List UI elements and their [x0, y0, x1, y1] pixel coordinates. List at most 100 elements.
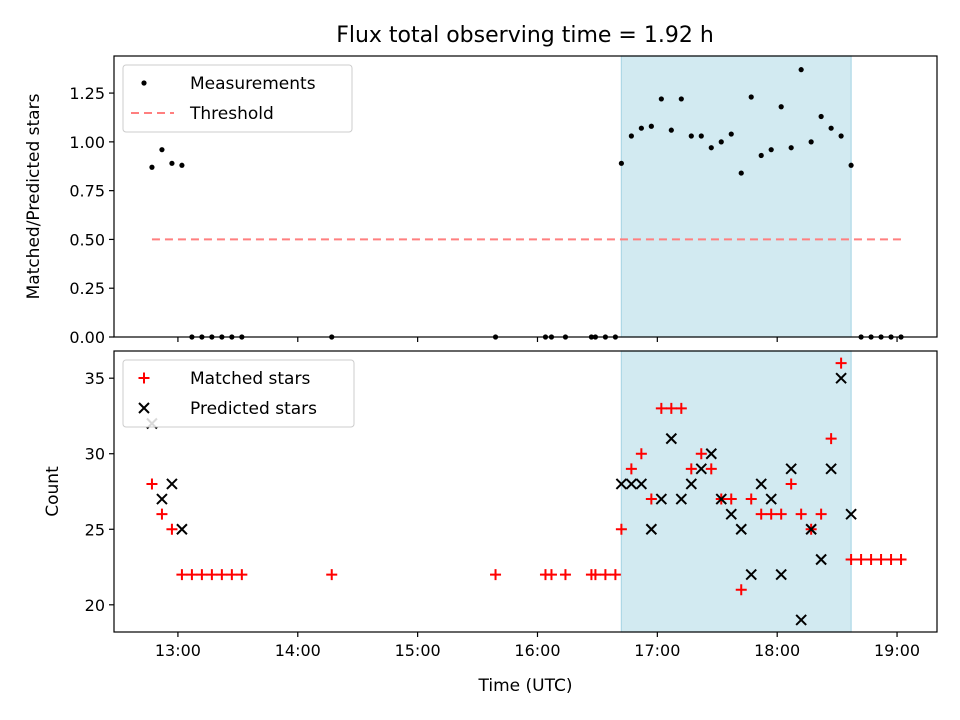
predicted-star-marker [785, 463, 797, 475]
predicted-star-marker [805, 523, 817, 535]
matched-star-marker [685, 463, 697, 475]
legend-frame [122, 359, 355, 428]
matched-star-marker [815, 508, 827, 520]
legend-frame [122, 64, 353, 133]
measurement-point [149, 164, 155, 170]
matched-star-marker [745, 493, 757, 505]
measurement-point [798, 67, 804, 73]
matched-star-marker [236, 569, 248, 581]
measurement-point [788, 145, 794, 151]
ratio-panel: 0.00 0.25 0.50 0.75 1.00 1.25 Matched/Predict… [24, 55, 938, 347]
predicted-star-marker [166, 478, 178, 490]
measurement-point [848, 162, 854, 168]
count-legend: Matched stars Predicted stars [122, 359, 355, 428]
predicted-star-marker [705, 448, 717, 460]
matched-star-marker [705, 463, 717, 475]
measurement-point [159, 147, 165, 153]
matched-star-marker [545, 569, 557, 581]
matched-star-marker [635, 448, 647, 460]
matched-star-marker [176, 569, 188, 581]
legend-marker [141, 80, 147, 86]
predicted-star-marker [615, 478, 628, 490]
matched-star-marker [226, 569, 238, 581]
x-tick-label: 19:00 [874, 641, 920, 660]
predicted-star-marker [735, 523, 747, 535]
matched-star-marker [835, 357, 847, 369]
x-tick-label: 18:00 [754, 641, 800, 660]
count-y-axis-label: Count [43, 466, 63, 517]
predicted-star-marker [715, 493, 727, 505]
measurement-point [688, 133, 694, 139]
matched-star-marker [875, 553, 887, 565]
measurement-point [718, 139, 724, 145]
measurement-point [179, 162, 185, 168]
predicted-star-marker [835, 372, 847, 384]
ratio-legend: Measurements Threshold [122, 64, 353, 133]
count-x-ticks: 13:00 14:00 15:00 16:00 17:00 18:00 19:00 [155, 632, 920, 660]
measurement-point [618, 160, 624, 166]
x-tick-label: 14:00 [275, 641, 321, 660]
matched-star-marker [695, 448, 707, 460]
matched-star-marker [490, 569, 502, 581]
count-y-ticks: 20 25 30 35 [85, 369, 114, 615]
legend-label: Predicted stars [190, 399, 317, 419]
matched-star-marker [785, 478, 797, 490]
predicted-star-marker [825, 463, 837, 475]
predicted-star-marker [755, 478, 767, 490]
ratio-y-axis-label: Matched/Predicted stars [24, 93, 44, 299]
matched-star-marker [166, 523, 178, 535]
matched-star-marker [615, 523, 627, 535]
matched-star-marker [755, 508, 767, 520]
matched-star-marker [675, 402, 687, 414]
predicted-star-marker [765, 493, 777, 505]
x-tick-label: 16:00 [514, 641, 560, 660]
measurement-point [828, 125, 834, 131]
measurement-point [838, 133, 844, 139]
matched-star-marker [845, 553, 857, 565]
measurement-point [668, 127, 674, 133]
legend-label: Threshold [189, 104, 274, 124]
ratio-marks [149, 67, 904, 340]
predicted-star-marker [655, 493, 668, 505]
legend-label: Measurements [190, 74, 316, 94]
measurement-point [728, 131, 734, 137]
predicted-star-marker [156, 493, 168, 505]
figure-title: Flux total observing time = 1.92 h [336, 23, 714, 48]
measurement-point [169, 160, 175, 166]
matched-star-marker [156, 508, 168, 520]
matched-star-marker [855, 553, 867, 565]
measurement-point [748, 94, 754, 100]
y-tick-label: 0.75 [69, 182, 105, 201]
matched-star-marker [206, 569, 218, 581]
measurement-point [638, 125, 644, 131]
predicted-star-marker [645, 523, 658, 535]
predicted-star-marker [176, 523, 188, 535]
count-axes-frame [113, 350, 938, 633]
measurement-point [758, 152, 764, 159]
y-tick-label: 30 [85, 445, 105, 464]
matched-star-marker [599, 569, 611, 581]
predicted-star-marker [675, 493, 688, 505]
matched-star-marker [885, 553, 897, 565]
measurement-point [738, 170, 744, 176]
count-highlight-span [620, 350, 852, 633]
predicted-star-marker [845, 508, 857, 520]
ratio-highlight-span [620, 55, 852, 338]
matched-star-marker [865, 553, 877, 565]
matched-star-marker [625, 463, 637, 475]
ratio-y-ticks: 0.00 0.25 0.50 0.75 1.00 1.25 [69, 84, 114, 347]
predicted-star-marker [665, 432, 678, 445]
predicted-star-marker [625, 478, 638, 490]
matched-star-marker [559, 569, 571, 581]
matched-star-marker [589, 569, 601, 581]
measurement-point [808, 139, 814, 145]
ratio-axes-frame [113, 55, 938, 338]
measurement-point [648, 123, 654, 129]
y-tick-label: 25 [85, 520, 105, 539]
y-tick-label: 20 [85, 596, 105, 615]
y-tick-label: 1.00 [69, 133, 105, 152]
matched-star-marker [326, 569, 338, 581]
legend-marker [138, 402, 150, 414]
